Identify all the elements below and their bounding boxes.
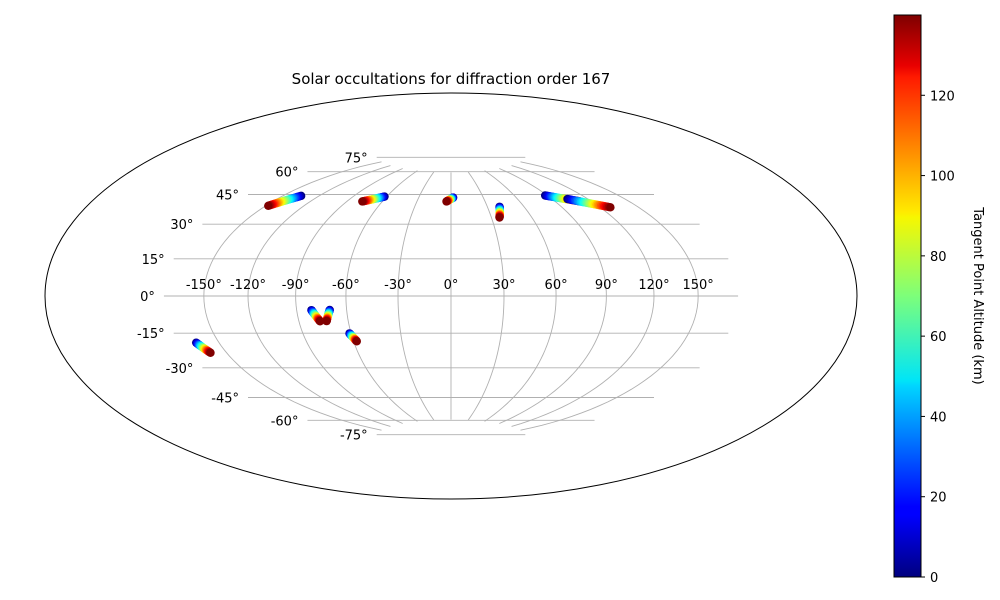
longitude-tick-label: -60° — [332, 278, 360, 293]
colorbar-tick-label: 80 — [930, 250, 947, 265]
longitude-tick-label: 150° — [682, 278, 713, 293]
latitude-tick-label: 60° — [275, 166, 298, 181]
occultation-point — [495, 213, 504, 222]
longitude-tick-label: 30° — [492, 278, 515, 293]
latitude-tick-label: -75° — [340, 429, 368, 444]
colorbar-ticks: 0 20 40 60 80 100 120 — [921, 89, 955, 586]
longitude-tick-label: -120° — [230, 278, 266, 293]
occultation-point — [358, 197, 367, 206]
occultation-point — [322, 316, 331, 326]
occultation-point — [442, 197, 451, 206]
chart-title: Solar occultations for diffraction order… — [292, 70, 611, 88]
occultation-point — [606, 203, 615, 212]
longitude-tick-labels: -150° -120° -90° -60° -30° 0° 30° 60° 90° 120° 150… — [186, 278, 714, 293]
longitude-tick-label: 120° — [638, 278, 669, 293]
latitude-tick-label: 0° — [140, 290, 155, 305]
latitude-tick-label: 45° — [216, 189, 239, 204]
latitude-tick-label: -30° — [166, 362, 194, 377]
colorbar-tick-label: 20 — [930, 491, 947, 506]
colorbar-tick-label: 40 — [930, 410, 947, 425]
occultation-point — [315, 317, 325, 326]
longitude-tick-label: -90° — [282, 278, 310, 293]
map-boundary — [44, 92, 858, 500]
colorbar-tick-label: 0 — [930, 571, 938, 586]
longitude-tick-label: -150° — [186, 278, 222, 293]
occultation-point — [206, 348, 215, 357]
colorbar-label: Tangent Point Altitude (km) — [970, 206, 985, 384]
graticule — [163, 156, 739, 436]
latitude-tick-label: 15° — [142, 253, 165, 268]
longitude-tick-label: 0° — [444, 278, 459, 293]
latitude-tick-label: -45° — [211, 392, 239, 407]
latitude-tick-label: 30° — [170, 218, 193, 233]
latitude-tick-labels: -75° -60° -45° -30° -15° 0° 15° 30° 45° 60° 75° — [137, 151, 368, 443]
colorbar-tick-label: 60 — [930, 330, 947, 345]
colorbar-gradient — [893, 14, 922, 578]
occultation-point — [264, 201, 273, 210]
longitude-tick-label: -30° — [384, 278, 412, 293]
colorbar: 0 20 40 60 80 100 120 Tangent Point Altitude (… — [893, 14, 985, 586]
occultation-points — [191, 191, 615, 357]
occultation-point — [352, 337, 361, 346]
latitude-tick-label: 75° — [345, 151, 368, 166]
longitude-tick-label: 90° — [595, 278, 618, 293]
colorbar-tick-label: 100 — [930, 170, 955, 185]
colorbar-tick-label: 120 — [930, 89, 955, 104]
latitude-tick-label: -15° — [137, 327, 165, 342]
longitude-tick-label: 60° — [545, 278, 568, 293]
latitude-tick-label: -60° — [271, 414, 299, 429]
